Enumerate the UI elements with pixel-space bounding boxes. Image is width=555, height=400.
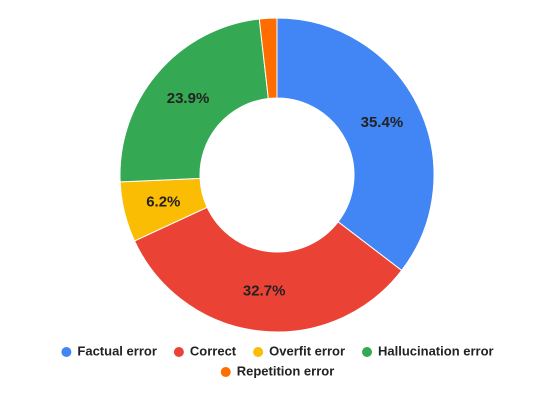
legend-label: Repetition error (237, 363, 335, 378)
legend-marker (362, 347, 373, 357)
donut-slice (258, 17, 278, 100)
data-label: 35.4% (361, 114, 404, 131)
legend-label: Hallucination error (378, 343, 494, 358)
legend-marker (220, 367, 231, 377)
legend-label: Correct (190, 343, 237, 358)
legend-marker (173, 347, 184, 357)
legend-marker (253, 347, 264, 357)
donut-slice (133, 206, 403, 333)
data-label: 6.2% (146, 194, 180, 211)
legend-marker (61, 347, 72, 357)
legend-label: Factual error (77, 343, 156, 358)
legend-label: Overfit error (269, 343, 345, 358)
data-label: 32.7% (243, 282, 286, 299)
data-label: 23.9% (167, 90, 210, 107)
donut-slice (119, 18, 269, 183)
donut-slice (276, 17, 435, 272)
